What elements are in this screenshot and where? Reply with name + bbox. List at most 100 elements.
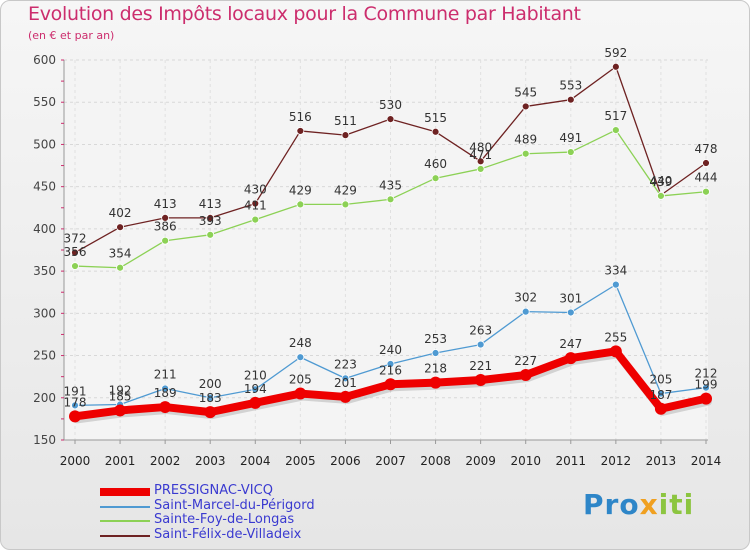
data-label: 489 bbox=[514, 133, 537, 147]
x-tick-label: 2009 bbox=[465, 454, 496, 468]
data-label: 440 bbox=[649, 174, 672, 188]
data-label: 393 bbox=[199, 214, 222, 228]
data-label: 185 bbox=[109, 389, 132, 403]
data-label: 516 bbox=[289, 110, 312, 124]
y-tick-label: 200 bbox=[33, 391, 56, 405]
data-label: 248 bbox=[289, 336, 312, 350]
data-label: 386 bbox=[154, 220, 177, 234]
data-label: 480 bbox=[469, 140, 492, 154]
x-tick-label: 2007 bbox=[375, 454, 406, 468]
data-label: 530 bbox=[379, 98, 402, 112]
data-point bbox=[429, 376, 442, 389]
data-point bbox=[657, 192, 665, 200]
data-point bbox=[159, 401, 172, 414]
data-label: 429 bbox=[334, 183, 357, 197]
data-point bbox=[341, 200, 350, 209]
data-label: 354 bbox=[109, 247, 132, 261]
data-label: 334 bbox=[604, 264, 627, 278]
data-point bbox=[71, 248, 79, 257]
legend-label: Sainte-Foy-de-Longas bbox=[154, 512, 295, 527]
data-label: 194 bbox=[244, 382, 267, 396]
data-point bbox=[341, 131, 350, 140]
data-point bbox=[249, 396, 262, 409]
data-label: 191 bbox=[64, 384, 87, 398]
x-tick-label: 2010 bbox=[510, 454, 541, 468]
data-point bbox=[654, 402, 667, 415]
data-point bbox=[206, 230, 215, 239]
proxiti-logo: Proxiti bbox=[583, 488, 695, 521]
data-label: 471 bbox=[469, 148, 492, 162]
data-point bbox=[161, 236, 170, 245]
data-label: 199 bbox=[695, 378, 718, 392]
data-label: 302 bbox=[514, 291, 537, 305]
data-point bbox=[251, 215, 260, 224]
legend-swatch bbox=[100, 488, 150, 496]
y-tick-label: 500 bbox=[33, 137, 56, 151]
legend-label: Saint-Félix-de-Villadeix bbox=[154, 526, 302, 542]
data-point bbox=[71, 401, 79, 410]
data-point bbox=[474, 374, 487, 387]
data-label: 221 bbox=[469, 359, 492, 373]
y-tick-label: 250 bbox=[33, 349, 56, 363]
legend-label: PRESSIGNAC-VICQ bbox=[154, 483, 273, 498]
data-label: 227 bbox=[514, 354, 537, 368]
data-point bbox=[294, 387, 307, 400]
data-point bbox=[476, 165, 485, 173]
data-point bbox=[341, 374, 350, 383]
data-point bbox=[566, 148, 575, 156]
data-point bbox=[161, 384, 170, 393]
data-point bbox=[206, 393, 215, 402]
data-point bbox=[519, 368, 532, 381]
y-tick-label: 550 bbox=[33, 95, 56, 109]
data-label: 411 bbox=[244, 199, 267, 213]
data-label: 515 bbox=[424, 111, 447, 125]
data-label: 240 bbox=[379, 343, 402, 357]
data-label: 460 bbox=[424, 157, 447, 171]
data-label: 218 bbox=[424, 362, 447, 376]
y-tick-label: 600 bbox=[33, 53, 56, 67]
data-label: 189 bbox=[154, 386, 177, 400]
legend-label: Saint-Marcel-du-Périgord bbox=[154, 497, 315, 513]
data-label: 545 bbox=[514, 85, 537, 99]
y-tick-label: 450 bbox=[33, 180, 56, 194]
data-point bbox=[386, 195, 395, 204]
data-label: 192 bbox=[109, 384, 132, 398]
x-tick-label: 2008 bbox=[420, 454, 451, 468]
data-point bbox=[296, 353, 305, 362]
x-tick-label: 2001 bbox=[105, 454, 136, 468]
data-point bbox=[476, 340, 485, 349]
data-label: 402 bbox=[109, 206, 132, 220]
data-label: 178 bbox=[64, 395, 87, 409]
data-point bbox=[521, 307, 530, 316]
data-point bbox=[114, 404, 127, 417]
data-point bbox=[657, 389, 665, 398]
data-label: 478 bbox=[695, 142, 718, 156]
data-point bbox=[386, 115, 395, 124]
data-point bbox=[204, 406, 217, 419]
x-tick-label: 2011 bbox=[556, 454, 587, 468]
data-label: 372 bbox=[64, 232, 87, 246]
x-tick-label: 2013 bbox=[646, 454, 677, 468]
data-label: 205 bbox=[289, 373, 312, 387]
data-label: 356 bbox=[64, 245, 87, 259]
data-point bbox=[384, 378, 397, 391]
data-label: 200 bbox=[199, 377, 222, 391]
x-tick-label: 2005 bbox=[285, 454, 316, 468]
data-label: 183 bbox=[199, 391, 222, 405]
legend-swatch bbox=[100, 505, 150, 508]
data-point bbox=[611, 280, 620, 289]
chart-title: Evolution des Impôts locaux pour la Comm… bbox=[28, 3, 581, 25]
data-point bbox=[521, 102, 530, 111]
data-point bbox=[476, 157, 485, 166]
data-label: 223 bbox=[334, 357, 357, 371]
data-point bbox=[206, 214, 215, 222]
data-label: 205 bbox=[649, 373, 672, 387]
x-tick-label: 2014 bbox=[691, 454, 722, 468]
data-label: 553 bbox=[559, 79, 582, 93]
plot-area bbox=[64, 60, 708, 440]
x-tick-label: 2006 bbox=[330, 454, 361, 468]
data-label: 253 bbox=[424, 332, 447, 346]
data-point bbox=[564, 352, 577, 365]
y-tick-label: 150 bbox=[33, 433, 56, 447]
data-point bbox=[161, 214, 170, 222]
